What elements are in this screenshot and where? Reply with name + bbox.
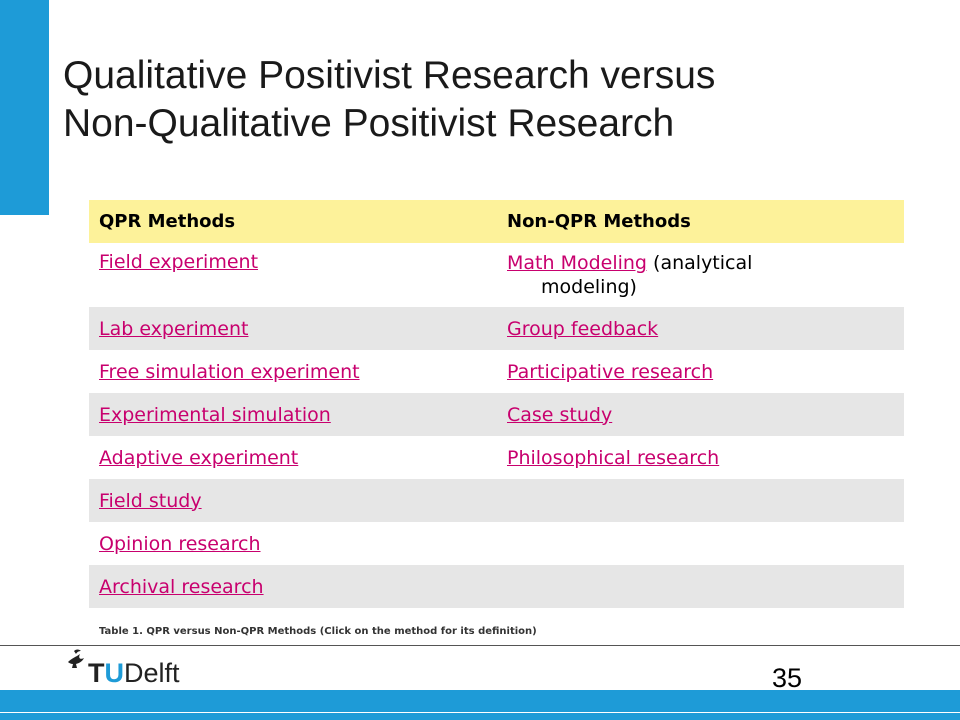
footer-stripe bbox=[0, 713, 960, 720]
tudelft-flame-icon bbox=[68, 649, 84, 668]
accent-bar bbox=[0, 0, 49, 215]
table-caption: Table 1. QPR versus Non-QPR Methods (Cli… bbox=[99, 626, 537, 637]
method-link-math-modeling[interactable]: Math Modeling bbox=[507, 252, 647, 274]
table-row: Adaptive experiment Philosophical resear… bbox=[89, 436, 904, 479]
method-link-opinion-research[interactable]: Opinion research bbox=[99, 532, 261, 555]
table-cell: Participative research bbox=[497, 350, 904, 393]
header-non-qpr-methods: Non-QPR Methods bbox=[497, 200, 904, 243]
table-header-row: QPR Methods Non-QPR Methods bbox=[89, 200, 904, 243]
logo-t: T bbox=[88, 658, 105, 688]
table-cell: Experimental simulation bbox=[89, 393, 497, 436]
tudelft-logo: TUDelft bbox=[62, 648, 180, 690]
method-link-free-simulation-experiment[interactable]: Free simulation experiment bbox=[99, 360, 360, 383]
table-cell: Group feedback bbox=[497, 307, 904, 350]
math-modeling-note-cont: modeling) bbox=[541, 276, 637, 298]
table-cell: Philosophical research bbox=[497, 436, 904, 479]
math-modeling-note: (analytical bbox=[653, 252, 753, 274]
method-link-case-study[interactable]: Case study bbox=[507, 403, 613, 426]
table-cell: Free simulation experiment bbox=[89, 350, 497, 393]
table-cell-empty bbox=[497, 479, 904, 522]
logo-wordmark: TUDelft bbox=[88, 658, 180, 689]
logo-delft: Delft bbox=[124, 658, 180, 688]
logo-u: U bbox=[104, 658, 125, 688]
methods-table: QPR Methods Non-QPR Methods Field experi… bbox=[89, 200, 904, 608]
table-cell: Lab experiment bbox=[89, 307, 497, 350]
table-cell: Opinion research bbox=[89, 522, 497, 565]
table-row: Field study bbox=[89, 479, 904, 522]
table-cell: Archival research bbox=[89, 565, 497, 608]
method-link-adaptive-experiment[interactable]: Adaptive experiment bbox=[99, 446, 299, 469]
table-row: Opinion research bbox=[89, 522, 904, 565]
table-row: Experimental simulation Case study bbox=[89, 393, 904, 436]
header-qpr-methods: QPR Methods bbox=[89, 200, 497, 243]
method-link-field-experiment[interactable]: Field experiment bbox=[99, 251, 259, 273]
title-line-2: Non-Qualitative Positivist Research bbox=[63, 102, 675, 145]
table-cell-empty bbox=[497, 565, 904, 608]
table-cell: Adaptive experiment bbox=[89, 436, 497, 479]
footer-band bbox=[0, 690, 960, 712]
table-cell: Math Modeling (analytical modeling) bbox=[497, 243, 904, 307]
table-row: Free simulation experiment Participative… bbox=[89, 350, 904, 393]
method-link-experimental-simulation[interactable]: Experimental simulation bbox=[99, 403, 331, 426]
table-cell-empty bbox=[497, 522, 904, 565]
table-cell: Field study bbox=[89, 479, 497, 522]
method-link-lab-experiment[interactable]: Lab experiment bbox=[99, 317, 249, 340]
footer-divider bbox=[0, 645, 960, 646]
page-number: 35 bbox=[772, 663, 803, 693]
method-link-archival-research[interactable]: Archival research bbox=[99, 575, 264, 598]
table-row: Field experiment Math Modeling (analytic… bbox=[89, 243, 904, 307]
table-row: Archival research bbox=[89, 565, 904, 608]
table-cell: Case study bbox=[497, 393, 904, 436]
table-cell: Field experiment bbox=[89, 243, 497, 307]
method-link-field-study[interactable]: Field study bbox=[99, 489, 202, 512]
title-line-1: Qualitative Positivist Research versus bbox=[63, 54, 716, 97]
method-link-group-feedback[interactable]: Group feedback bbox=[507, 317, 659, 340]
table-row: Lab experiment Group feedback bbox=[89, 307, 904, 350]
slide-title: Qualitative Positivist Research versus N… bbox=[63, 52, 943, 148]
method-link-participative-research[interactable]: Participative research bbox=[507, 360, 714, 383]
method-link-philosophical-research[interactable]: Philosophical research bbox=[507, 446, 720, 469]
